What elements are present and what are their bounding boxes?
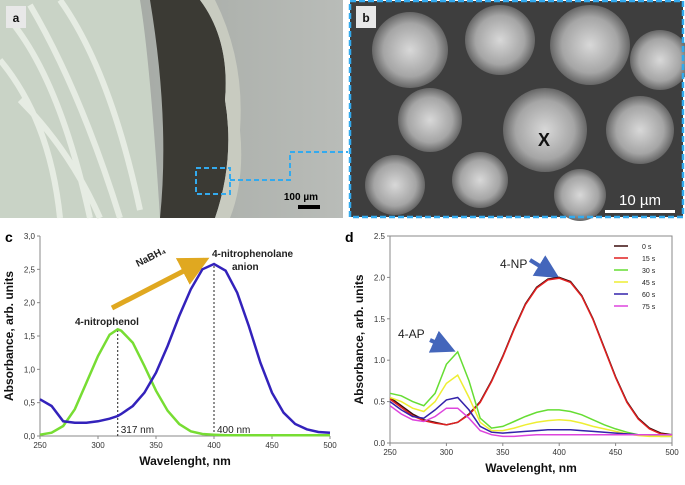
y-tick-label: 2.5 [374,232,386,241]
legend-label: 45 s [642,280,656,287]
annotation-text: 4-nitrophenolane [212,249,294,260]
x-tick-label: 300 [440,448,454,457]
x-tick-label: 500 [665,448,679,457]
panel-label: d [345,229,354,245]
y-axis-title: Absorbance, arb. units [2,271,16,401]
legend-label: 75 s [642,304,656,311]
x-axis-title: Wavelenght, nm [139,454,231,468]
y-tick-label: 3,0 [24,232,36,241]
annotation: 4-AP [398,327,425,341]
legend-label: 30 s [642,268,656,275]
arrow [428,330,456,353]
annotation-text: 4-nitrophenol [75,317,139,328]
photo-a: a 100 µm [0,0,348,220]
x-tick-label: 450 [265,441,279,450]
marker-label: X [538,130,550,150]
y-tick-label: 2.0 [374,273,386,282]
x-tick-label: 400 [207,441,221,450]
annotation: 4-NP [500,257,527,271]
scale-bar-label: 10 µm [619,192,661,209]
panel-label: b [362,11,369,25]
legend-label: 15 s [642,256,656,263]
x-tick-label: 250 [383,448,397,457]
y-tick-label: 1.0 [374,356,386,365]
x-tick-label: 300 [91,441,105,450]
x-axis-title: Wavelenght, nm [485,461,577,475]
y-tick-label: 1.5 [374,315,386,324]
panel-label: c [5,229,13,245]
annotation-text: 4-AP [398,327,425,341]
annotation: NaBH₄ [134,245,168,269]
y-tick-label: 2,5 [24,265,36,274]
reference-label: 400 nm [217,425,250,436]
scale-bar-label: 100 µm [284,192,318,203]
annotation: 4-nitrophenolane anion [212,249,294,273]
annotation: 4-nitrophenol [75,317,139,328]
photo-b: b X 10 µm [348,0,685,221]
x-tick-label: 450 [609,448,623,457]
data-line [389,277,673,437]
x-tick-label: 400 [553,448,567,457]
legend-label: 0 s [642,244,652,251]
y-tick-label: 0,5 [24,399,36,408]
data-line [389,405,672,438]
annotation-text: 4-NP [500,257,527,271]
x-tick-label: 500 [323,441,337,450]
panel-label: a [13,11,20,25]
data-line [389,396,672,436]
annotation-text: NaBH₄ [134,245,168,269]
x-tick-label: 350 [149,441,163,450]
y-tick-label: 1,5 [24,332,36,341]
y-tick-label: 0.5 [374,398,386,407]
arrow [528,255,560,279]
y-tick-label: 0,0 [24,432,36,441]
y-tick-label: 1,0 [24,365,36,374]
reference-label: 317 nm [121,425,154,436]
y-axis-title: Absorbance, arb. units [352,274,366,404]
x-tick-label: 350 [496,448,510,457]
data-line [39,327,330,437]
reaction-arrow [110,257,210,311]
annotation-text: anion [232,262,259,273]
y-tick-label: 0.0 [374,439,386,448]
legend-label: 60 s [642,292,656,299]
y-tick-label: 2,0 [24,299,36,308]
plot-frame [40,236,330,436]
data-line [389,350,672,438]
data-line [39,262,331,434]
x-tick-label: 250 [33,441,47,450]
